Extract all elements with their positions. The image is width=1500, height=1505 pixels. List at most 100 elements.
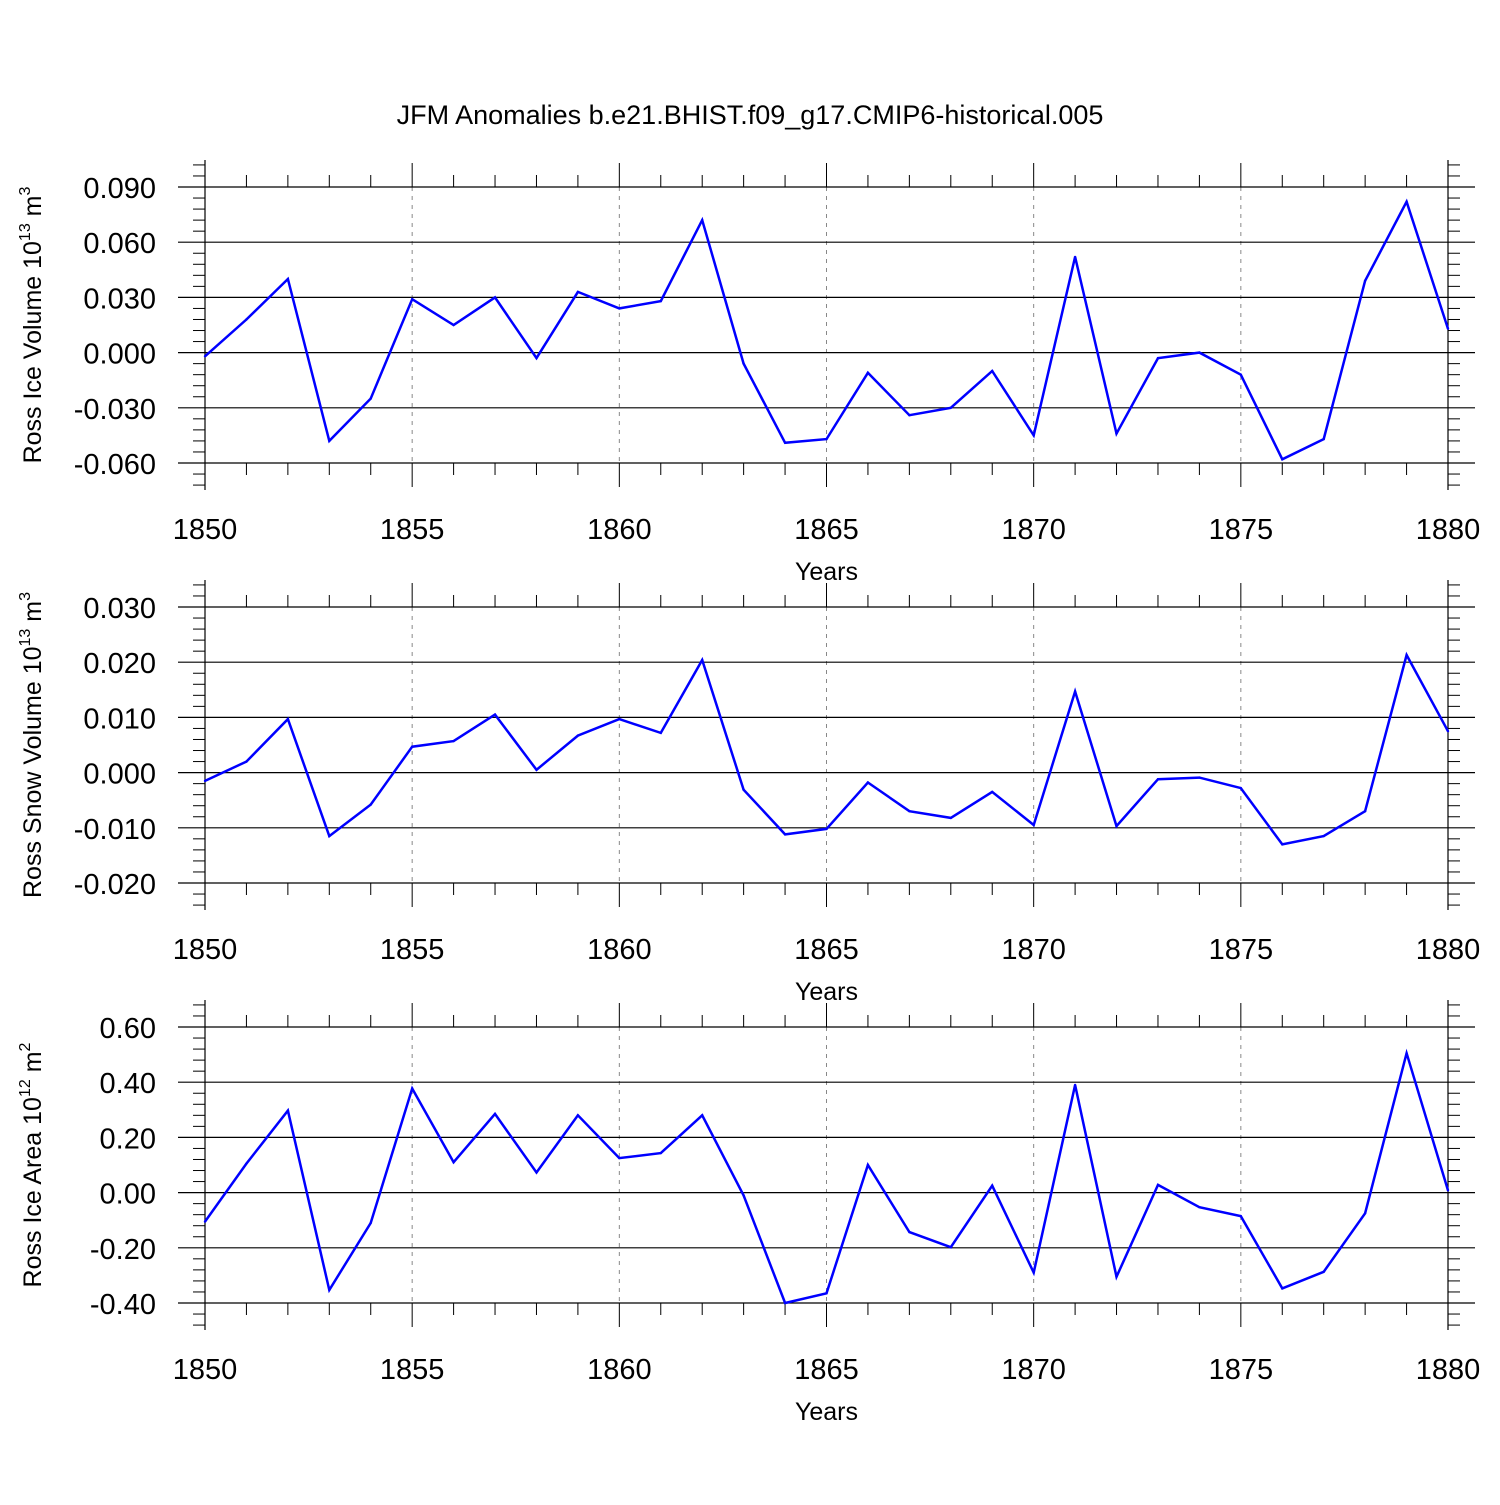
series-line: [204, 198, 1450, 461]
data-point: [328, 1288, 331, 1292]
data-point: [1032, 434, 1035, 437]
data-point: [825, 827, 828, 831]
y-tick-label: -0.40: [90, 1289, 156, 1321]
y-axis-label-text: Ross Ice Area 10: [19, 1097, 47, 1287]
y-tick-label: -0.060: [74, 449, 156, 481]
data-point: [1073, 1083, 1077, 1087]
data-point: [825, 437, 828, 441]
data-point: [203, 355, 207, 358]
panel-2: 0.030 0.020 0.010 0.000 -0.010 -0.020 1850 1855…: [17, 580, 1480, 1006]
data-point: [908, 810, 911, 813]
data-point: [411, 745, 414, 748]
y-axis-label-unit: m: [19, 195, 47, 223]
y-axis-label-exponent: 12: [17, 1079, 34, 1097]
data-point: [1115, 824, 1118, 828]
y-tick-label: 0.010: [83, 703, 156, 735]
data-point: [866, 371, 870, 374]
data-point: [742, 788, 745, 791]
data-point: [1281, 458, 1284, 461]
y-tick-label: 0.000: [83, 339, 156, 371]
y-axis-label-unit: m: [19, 1051, 47, 1079]
data-point: [1363, 810, 1367, 813]
y-tick-label: 0.60: [100, 1013, 156, 1045]
data-point: [1363, 279, 1367, 282]
y-tick-label: 0.030: [83, 283, 156, 315]
data-point: [1073, 255, 1077, 259]
x-tick-label: 1855: [380, 1354, 445, 1386]
data-point: [742, 1194, 745, 1197]
data-point: [701, 1114, 704, 1117]
x-tick-label: 1860: [587, 1354, 652, 1386]
data-point: [203, 1220, 207, 1223]
x-tick-label: 1880: [1416, 1354, 1481, 1386]
y-tick-label: -0.010: [74, 814, 156, 846]
data-point: [949, 816, 952, 820]
data-point: [1073, 690, 1077, 693]
x-tick-label: 1850: [173, 514, 238, 546]
y-tick-label: 0.030: [83, 593, 156, 625]
y-axis-label-unit-exponent: 3: [17, 592, 34, 601]
y-tick-label: 0.090: [83, 173, 156, 205]
data-point: [908, 1230, 911, 1234]
data-point: [328, 439, 331, 443]
x-tick-label: 1850: [173, 1354, 238, 1386]
x-axis-label: Years: [795, 1398, 858, 1426]
data-point: [245, 1162, 248, 1165]
data-point: [452, 739, 455, 743]
data-point: [1156, 778, 1160, 781]
x-tick-label: 1880: [1416, 934, 1481, 966]
data-point: [1446, 327, 1450, 330]
x-tick-label: 1865: [794, 934, 859, 966]
y-tick-label: -0.030: [74, 394, 156, 426]
data-point: [659, 731, 662, 735]
y-tick-label: 0.00: [100, 1179, 156, 1211]
y-axis-label-text: Ross Ice Volume 10: [19, 241, 47, 463]
data-point: [1239, 786, 1243, 790]
data-point: [742, 362, 745, 365]
data-point: [1156, 356, 1160, 360]
data-point: [701, 658, 704, 662]
panel-3: 0.60 0.40 0.20 0.00 -0.20 -0.40 1850 1855 1860 18…: [17, 1000, 1480, 1426]
y-axis-label: Ross Ice Area 1012 m2: [17, 1042, 47, 1287]
data-point: [1363, 1212, 1367, 1215]
x-tick-label: 1855: [380, 934, 445, 966]
x-tick-label: 1850: [173, 934, 238, 966]
data-point: [618, 717, 621, 721]
data-point: [949, 1246, 952, 1249]
data-point: [1156, 1183, 1160, 1187]
data-point: [286, 277, 290, 281]
data-point: [1322, 1270, 1325, 1274]
data-point: [203, 779, 207, 783]
y-axis-label-unit: m: [19, 601, 47, 629]
data-point: [1281, 1287, 1284, 1290]
data-point: [411, 1087, 414, 1090]
data-point: [576, 290, 580, 294]
y-axis-label: Ross Snow Volume 1013 m3: [17, 592, 47, 898]
y-axis-label-unit-exponent: 3: [17, 186, 34, 195]
data-point: [1115, 432, 1118, 435]
data-point: [1446, 730, 1450, 733]
data-point: [493, 713, 497, 716]
data-point: [659, 1151, 662, 1155]
data-point: [991, 369, 994, 373]
data-point: [328, 834, 331, 838]
data-point: [618, 307, 621, 310]
data-point: [369, 803, 372, 806]
data-point: [991, 790, 994, 794]
data-point: [949, 406, 952, 409]
x-axis-label: Years: [795, 558, 858, 586]
data-point: [1115, 1275, 1118, 1279]
data-point: [618, 1156, 621, 1160]
data-point: [245, 318, 248, 321]
data-point: [535, 768, 538, 771]
y-axis-label-exponent: 13: [17, 223, 34, 241]
x-tick-label: 1860: [587, 934, 652, 966]
data-point: [659, 299, 662, 303]
x-axis-label: Years: [795, 978, 858, 1006]
data-point: [411, 298, 414, 301]
data-point: [1198, 776, 1201, 779]
data-point: [493, 1112, 497, 1116]
data-point: [1198, 351, 1201, 354]
data-point: [1239, 373, 1243, 376]
data-point: [1032, 1271, 1035, 1274]
